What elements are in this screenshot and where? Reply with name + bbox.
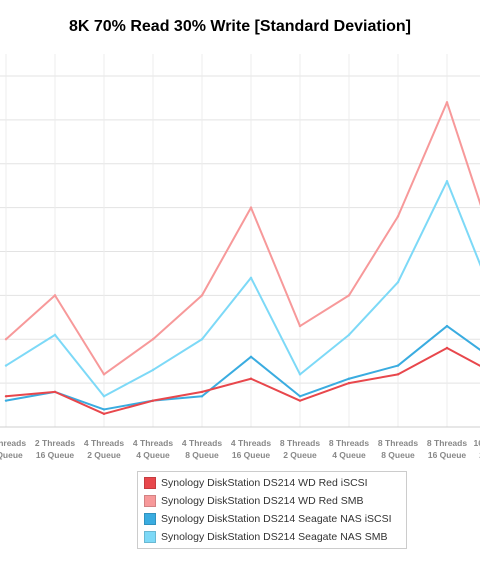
data-point-0-6 [298, 399, 302, 402]
x-tick-label-2: 4 Threads 2 Queue [84, 438, 124, 460]
data-point-1-9 [445, 101, 449, 104]
x-tick-label-7: 8 Threads 4 Queue [329, 438, 369, 460]
data-point-1-3 [151, 338, 155, 341]
data-point-1-0 [4, 338, 8, 341]
data-point-0-3 [151, 399, 155, 402]
data-point-2-9 [445, 324, 449, 328]
data-point-3-5 [249, 276, 253, 279]
data-point-1-6 [298, 324, 302, 328]
x-tick-line1-5: 4 Threads [231, 438, 271, 448]
x-tick-line2-8: 8 Queue [381, 450, 415, 460]
legend-label-1: Synology DiskStation DS214 WD Red SMB [161, 495, 364, 507]
data-point-1-7 [347, 294, 351, 297]
x-tick-line2-9: 16 Queue [428, 450, 467, 460]
x-tick-line1-6: 8 Threads [280, 438, 320, 448]
data-point-1-2 [102, 373, 106, 376]
x-tick-line2-0: 4 Queue [0, 450, 23, 460]
data-point-2-0 [4, 399, 8, 402]
data-point-2-7 [347, 377, 351, 380]
x-tick-line1-4: 4 Threads [182, 438, 222, 448]
data-point-0-1 [53, 390, 57, 394]
data-point-0-9 [445, 346, 449, 350]
data-point-0-0 [4, 395, 8, 398]
x-tick-label-1: 2 Threads 16 Queue [35, 438, 75, 460]
x-tick-line1-1: 2 Threads [35, 438, 75, 448]
data-point-1-4 [200, 294, 204, 297]
x-tick-line2-4: 8 Queue [185, 450, 219, 460]
data-point-0-7 [347, 381, 351, 385]
legend-swatch-3 [144, 531, 156, 543]
legend: Synology DiskStation DS214 WD Red iSCSI S… [137, 471, 407, 549]
data-point-2-4 [200, 395, 204, 398]
legend-label-2: Synology DiskStation DS214 Seagate NAS i… [161, 513, 392, 525]
legend-label-0: Synology DiskStation DS214 WD Red iSCSI [161, 477, 368, 489]
data-point-1-1 [53, 294, 57, 297]
x-tick-line1-7: 8 Threads [329, 438, 369, 448]
legend-item-0: Synology DiskStation DS214 WD Red iSCSI [144, 474, 368, 492]
x-tick-line1-2: 4 Threads [84, 438, 124, 448]
data-point-0-5 [249, 377, 253, 380]
legend-item-1: Synology DiskStation DS214 WD Red SMB [144, 492, 364, 510]
x-tick-line2-2: 2 Queue [87, 450, 121, 460]
x-tick-label-5: 4 Threads 16 Queue [231, 438, 271, 460]
series-line-1 [5, 101, 480, 376]
data-point-2-8 [396, 364, 400, 367]
data-point-3-0 [4, 364, 8, 367]
x-tick-label-3: 4 Threads 4 Queue [133, 438, 173, 460]
legend-swatch-0 [144, 477, 156, 489]
data-point-3-4 [200, 338, 204, 341]
x-tick-line2-5: 16 Queue [232, 450, 271, 460]
data-point-3-2 [102, 395, 106, 398]
x-tick-line1-9: 8 Threads [427, 438, 467, 448]
x-tick-label-6: 8 Threads 2 Queue [280, 438, 320, 460]
legend-label-3: Synology DiskStation DS214 Seagate NAS S… [161, 531, 388, 543]
x-tick-label-8: 8 Threads 8 Queue [378, 438, 418, 460]
x-tick-label-9: 8 Threads 16 Queue [427, 438, 467, 460]
data-point-2-2 [102, 408, 106, 411]
data-point-0-8 [396, 373, 400, 376]
x-tick-line1-0: 1 Threads [0, 438, 26, 448]
x-tick-line2-7: 4 Queue [332, 450, 366, 460]
x-tick-line1-10: 16 Threads [474, 438, 480, 448]
x-tick-label-4: 4 Threads 8 Queue [182, 438, 222, 460]
data-point-3-6 [298, 373, 302, 376]
data-point-3-9 [445, 180, 449, 183]
x-tick-line2-3: 4 Queue [136, 450, 170, 460]
data-point-0-4 [200, 390, 204, 394]
data-point-3-1 [53, 333, 57, 337]
data-point-1-5 [249, 206, 253, 209]
x-tick-line2-1: 16 Queue [36, 450, 75, 460]
legend-swatch-2 [144, 513, 156, 525]
x-tick-label-0: 1 Threads 4 Queue [0, 438, 26, 460]
legend-item-2: Synology DiskStation DS214 Seagate NAS i… [144, 510, 392, 528]
x-tick-line1-8: 8 Threads [378, 438, 418, 448]
legend-swatch-1 [144, 495, 156, 507]
data-point-1-8 [396, 215, 400, 218]
data-point-2-6 [298, 395, 302, 398]
data-point-0-2 [102, 412, 106, 416]
data-point-3-8 [396, 280, 400, 284]
legend-item-3: Synology DiskStation DS214 Seagate NAS S… [144, 528, 387, 546]
data-point-2-5 [249, 355, 253, 358]
chart-title: 8K 70% Read 30% Write [Standard Deviatio… [68, 18, 412, 35]
data-point-3-7 [347, 333, 351, 337]
x-tick-line2-6: 2 Queue [283, 450, 317, 460]
x-tick-line1-3: 4 Threads [133, 438, 173, 448]
data-point-3-3 [151, 368, 155, 372]
